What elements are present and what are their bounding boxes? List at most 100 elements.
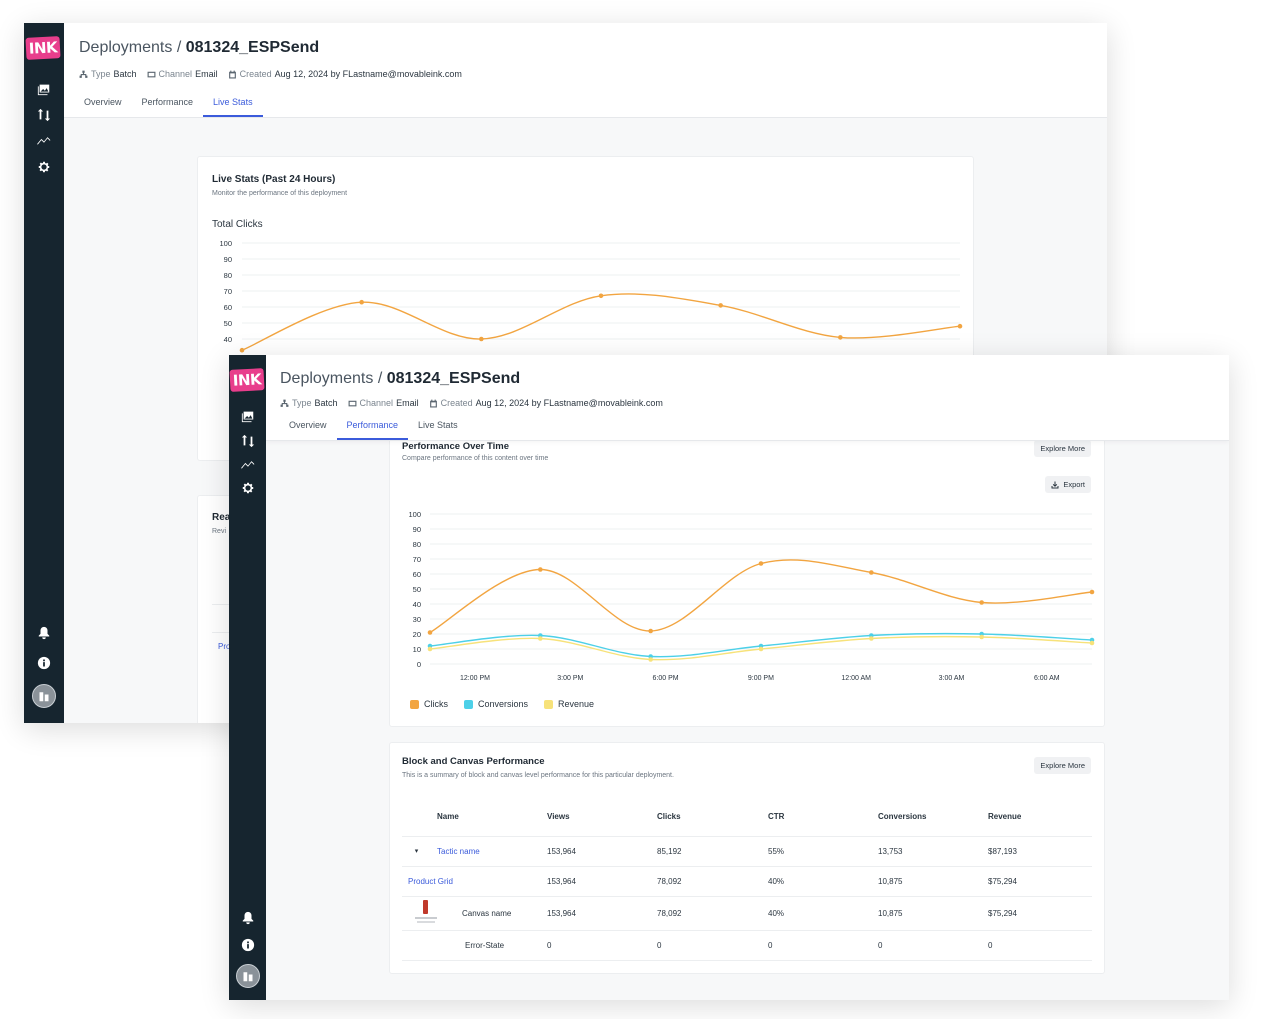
performance-card: Performance Over Time Compare performanc…: [389, 433, 1105, 727]
column-header-clicks[interactable]: Clicks: [657, 812, 681, 822]
table-link[interactable]: Pro: [218, 642, 231, 651]
legend-label: Conversions: [478, 699, 529, 709]
sort-arrows-icon[interactable]: [24, 105, 64, 125]
cell-conversions: 10,875: [872, 895, 982, 930]
y-tick-label: 70: [224, 287, 232, 296]
data-point: [427, 630, 433, 635]
bell-icon[interactable]: [24, 623, 64, 643]
column-header-conversions[interactable]: Conversions: [878, 812, 927, 822]
deployment-meta: Type Batch Channel Email Created Aug 12,…: [79, 69, 462, 79]
performance-subtitle: Compare performance of this content over…: [402, 455, 549, 462]
data-point: [838, 335, 843, 340]
y-tick-label: 90: [224, 255, 232, 264]
legend-conversions[interactable]: Conversions: [464, 699, 528, 709]
type-label: Type: [292, 398, 312, 408]
breadcrumb-separator: /: [176, 39, 182, 56]
export-button[interactable]: Export: [1045, 476, 1091, 493]
row-name-link[interactable]: Tactic name: [431, 835, 541, 866]
table-row[interactable]: Error-State 0 0 0 0 0: [402, 929, 1092, 961]
cell-revenue: $87,193: [982, 835, 1092, 866]
legend-revenue[interactable]: Revenue: [544, 699, 594, 709]
series-line: [241, 293, 961, 351]
page-title: Deployments / 081324_ESPSend: [79, 39, 319, 57]
tab-overview[interactable]: Overview: [84, 97, 122, 107]
column-header-views[interactable]: Views: [547, 812, 570, 822]
created-label: Created: [440, 398, 473, 408]
download-icon: [1051, 481, 1059, 488]
expand-caret-icon[interactable]: ▾: [402, 835, 431, 866]
calendar-icon: [228, 70, 236, 78]
deployment-name: 081324_ESPSend: [185, 39, 320, 56]
ink-logo[interactable]: INK: [25, 36, 61, 60]
legend-clicks[interactable]: Clicks: [410, 699, 448, 709]
type-value: Batch: [113, 69, 137, 79]
tab-overview[interactable]: Overview: [289, 420, 327, 430]
cell-clicks: 85,192: [651, 835, 762, 866]
data-point: [957, 323, 963, 329]
tab-live-stats[interactable]: Live Stats: [418, 420, 458, 430]
legend-label: Revenue: [558, 699, 595, 709]
divider: [212, 604, 242, 605]
column-header-ctr[interactable]: CTR: [768, 812, 785, 822]
y-tick-label: 70: [413, 555, 421, 564]
table-header-row: Name Views Clicks CTR Conversions Revenu…: [402, 798, 1092, 836]
row-name-link[interactable]: Product Grid: [402, 865, 541, 896]
ink-logo[interactable]: INK: [229, 368, 265, 392]
data-point: [869, 570, 874, 575]
bell-icon[interactable]: [229, 908, 266, 928]
building-icon: [39, 692, 49, 702]
info-icon[interactable]: [24, 653, 64, 673]
explore-more-button[interactable]: Explore More: [1034, 757, 1091, 774]
avatar[interactable]: [32, 684, 56, 708]
cell-views: 0: [541, 929, 651, 961]
type-value: Batch: [314, 398, 338, 408]
channel-value: Email: [195, 69, 218, 79]
content-area: Performance Over Time Compare performanc…: [266, 433, 1229, 1000]
x-tick-label: 6:00 PM: [653, 675, 679, 682]
y-tick-label: 30: [413, 615, 421, 624]
tab-live-stats[interactable]: Live Stats: [203, 97, 263, 117]
sort-arrows-icon[interactable]: [229, 431, 266, 451]
data-point: [479, 336, 484, 342]
cell-revenue: 0: [982, 929, 1092, 961]
breadcrumb-root[interactable]: Deployments: [79, 39, 173, 56]
cell-views: 153,964: [541, 865, 651, 896]
y-tick-label: 80: [224, 271, 232, 280]
tab-performance[interactable]: Performance: [141, 97, 194, 107]
canvas-thumbnail[interactable]: [414, 899, 438, 927]
trend-icon[interactable]: [229, 455, 266, 475]
images-icon[interactable]: [229, 406, 266, 426]
cell-revenue: $75,294: [982, 895, 1092, 930]
divider: [212, 632, 242, 633]
gear-icon[interactable]: [229, 478, 266, 498]
y-tick-label: 20: [413, 630, 421, 639]
table-row[interactable]: Canvas name 153,964 78,092 40% 10,875 $7…: [402, 895, 1092, 930]
avatar[interactable]: [235, 964, 260, 988]
cell-clicks: 0: [651, 929, 762, 961]
legend-label: Clicks: [424, 699, 448, 709]
data-point: [758, 561, 764, 566]
table-row[interactable]: Product Grid 153,964 78,092 40% 10,875 $…: [402, 865, 1092, 896]
cell-conversions: 10,875: [872, 865, 982, 896]
data-point: [718, 303, 723, 308]
channel-label: Channel: [359, 398, 394, 408]
explore-more-button[interactable]: Explore More: [1034, 440, 1091, 457]
block-canvas-title: Block and Canvas Performance: [402, 756, 545, 767]
gear-icon[interactable]: [24, 157, 64, 177]
x-tick-label: 12:00 AM: [841, 675, 871, 682]
table-row[interactable]: ▾ Tactic name 153,964 85,192 55% 13,753 …: [402, 835, 1092, 866]
y-tick-label: 100: [408, 510, 421, 519]
canvas-name-cell: Canvas name: [402, 895, 541, 930]
page-header: Deployments / 081324_ESPSend Type Batch …: [64, 23, 1107, 118]
column-header-name[interactable]: Name: [437, 812, 459, 822]
trend-icon[interactable]: [24, 131, 64, 151]
cell-ctr: 0: [762, 929, 872, 961]
column-header-revenue[interactable]: Revenue: [988, 812, 1022, 822]
info-icon[interactable]: [229, 935, 266, 955]
breadcrumb-root[interactable]: Deployments: [280, 370, 374, 387]
y-tick-label: 100: [219, 239, 232, 248]
sidebar: INK: [229, 355, 266, 1000]
tab-performance[interactable]: Performance: [336, 420, 409, 440]
images-icon[interactable]: [24, 79, 64, 99]
